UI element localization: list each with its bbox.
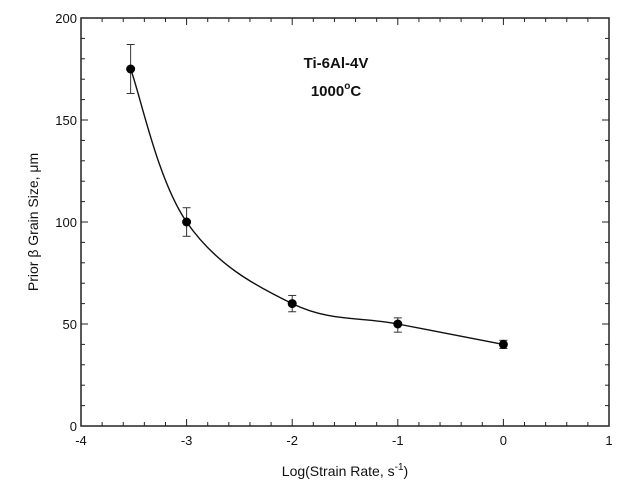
x-tick-label: -1	[392, 433, 404, 448]
x-tick-label: -4	[75, 433, 87, 448]
fit-curve	[129, 68, 504, 346]
y-tick-label: 50	[63, 317, 77, 332]
y-tick-label: 150	[55, 113, 77, 128]
x-axis-title-main: Log(Strain Rate, s	[282, 463, 395, 479]
data-point-marker	[393, 319, 403, 329]
data-point-marker	[182, 217, 192, 227]
x-axis-title-sup: -1	[395, 462, 404, 473]
data-points	[126, 64, 508, 349]
plot-frame	[80, 17, 610, 427]
x-axis-title: Log(Strain Rate, s-1)	[282, 462, 408, 479]
x-tick-label: 1	[605, 433, 612, 448]
annotation-temp-unit: C	[350, 83, 361, 100]
y-tick-label: 0	[70, 419, 77, 434]
plot-border	[80, 17, 610, 427]
annotation-temperature: 1000oC	[311, 81, 361, 100]
x-axis-title-close: )	[404, 463, 409, 479]
data-point-marker	[287, 299, 297, 309]
y-tick-labels: 0 50 100 150 200	[55, 11, 77, 434]
y-tick-label: 100	[55, 215, 77, 230]
data-point-marker	[498, 339, 508, 349]
y-tick-label: 200	[55, 11, 77, 26]
x-tick-label: 0	[500, 433, 507, 448]
x-tick-label: -2	[286, 433, 298, 448]
fit-curve-path	[129, 68, 504, 346]
annotation-material: Ti-6Al-4V	[304, 55, 369, 72]
y-axis-title: Prior β Grain Size, μm	[25, 153, 41, 291]
x-tick-label: -3	[181, 433, 193, 448]
axis-ticks	[80, 17, 610, 427]
data-point-marker	[126, 64, 136, 74]
annotation-temp-value: 1000	[311, 83, 344, 100]
degree-symbol: o	[344, 81, 350, 92]
x-tick-labels: -4 -3 -2 -1 0 1	[75, 433, 612, 448]
